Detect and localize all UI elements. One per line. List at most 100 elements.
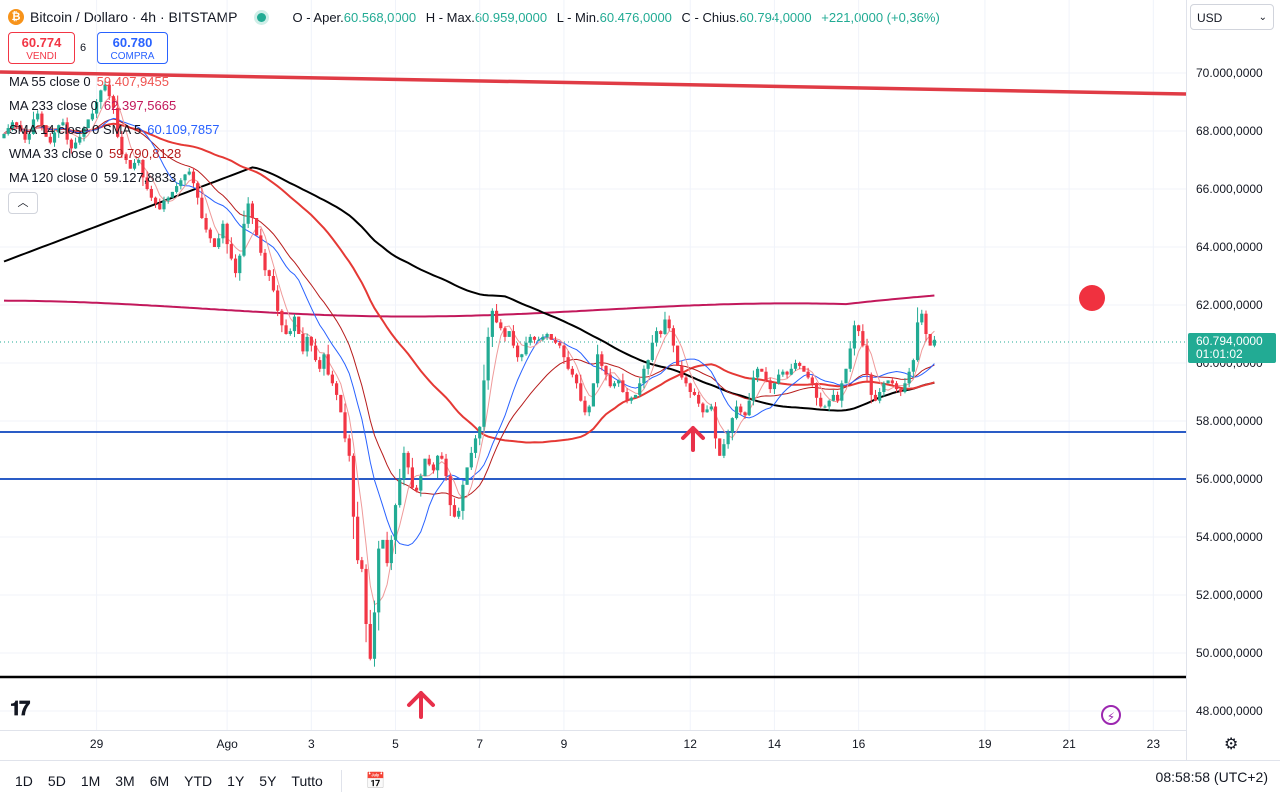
- candle-body: [372, 612, 377, 659]
- candle-body: [351, 455, 356, 517]
- candle-body: [271, 276, 276, 291]
- buy-label: COMPRA: [110, 51, 155, 62]
- close-value: 60.794,0000: [739, 9, 812, 25]
- x-tick-label: 9: [560, 737, 568, 751]
- candle-body: [116, 107, 120, 137]
- candle-body: [739, 406, 743, 413]
- candle-body: [86, 119, 90, 129]
- candle-body: [187, 171, 191, 175]
- candle-body: [44, 125, 48, 137]
- candle-body: [793, 363, 798, 369]
- candle-body: [82, 128, 86, 137]
- gear-icon[interactable]: ⚙: [1224, 736, 1239, 753]
- ma-233-line[interactable]: [3, 294, 935, 318]
- indicator-legend-item[interactable]: WMA 33 close 0 59.790,8128: [9, 146, 181, 161]
- wma-33-line[interactable]: [3, 118, 935, 499]
- indicator-legend-item[interactable]: MA 55 close 0 59.407,9455: [9, 74, 169, 89]
- sma-14-line[interactable]: [3, 117, 935, 547]
- candle-body: [343, 412, 347, 439]
- range-button-tutto[interactable]: Tutto: [291, 773, 323, 789]
- ma-120-line[interactable]: [3, 166, 935, 412]
- last-price-tag: 60.794,0000 01:01:02: [1188, 333, 1276, 363]
- candle-body: [751, 377, 755, 401]
- toolbar-divider: [340, 770, 342, 792]
- range-button-1d[interactable]: 1D: [15, 773, 33, 789]
- candle-body: [65, 122, 69, 140]
- lightning-icon[interactable]: ⚡: [1101, 705, 1121, 725]
- clock-time[interactable]: 08:58:58 (UTC+2): [1155, 769, 1268, 785]
- calendar-range-icon[interactable]: 📅: [365, 773, 386, 790]
- candle-body: [402, 452, 406, 479]
- range-button-6m[interactable]: 6M: [149, 773, 170, 789]
- collapse-legend-button[interactable]: ︿: [8, 192, 38, 214]
- candle-body: [798, 363, 802, 366]
- descending-trendline[interactable]: [0, 70, 1186, 96]
- candle-body: [457, 510, 461, 517]
- candle-body: [499, 322, 503, 329]
- tradingview-logo-icon[interactable]: 𝟏𝟕: [10, 698, 30, 720]
- last-price-value: 60.794,0000: [1196, 334, 1263, 348]
- candle-body: [217, 238, 221, 247]
- time-axis[interactable]: [0, 730, 1186, 759]
- range-button-3m[interactable]: 3M: [115, 773, 135, 789]
- candle-body: [663, 319, 667, 334]
- buy-button[interactable]: 60.780 COMPRA: [97, 32, 168, 64]
- price-chart[interactable]: [0, 0, 1186, 730]
- candle-body: [747, 400, 751, 416]
- range-button-5d[interactable]: 5D: [47, 773, 66, 789]
- candle-body: [431, 464, 436, 471]
- candle-body: [621, 380, 625, 392]
- up-arrow-aug12: [681, 426, 705, 452]
- indicator-name: MA 55 close 0: [9, 74, 91, 89]
- candle-body: [40, 113, 44, 126]
- candle-body: [461, 484, 465, 511]
- candle-body: [381, 539, 385, 549]
- candle-body: [524, 342, 528, 355]
- sell-button[interactable]: 60.774 VENDI: [8, 32, 75, 64]
- price-axis[interactable]: [1186, 0, 1280, 760]
- candle-body: [806, 371, 810, 378]
- candle-body: [385, 539, 389, 564]
- candle-body: [507, 331, 511, 337]
- candle-body: [814, 383, 819, 398]
- candle-body: [103, 84, 107, 91]
- candle-body: [482, 380, 486, 427]
- candle-body: [10, 122, 15, 129]
- range-button-ytd[interactable]: YTD: [184, 773, 213, 789]
- symbol-title[interactable]: Bitcoin / Dollaro · 4h · BITSTAMP: [30, 9, 238, 25]
- candle-body: [406, 452, 410, 468]
- candle-body: [6, 128, 10, 134]
- candle-body: [162, 200, 166, 210]
- candle-body: [553, 339, 558, 343]
- candle-body: [726, 432, 730, 445]
- candle-body: [831, 394, 835, 401]
- range-button-1y[interactable]: 1Y: [227, 773, 245, 789]
- candle-body: [137, 160, 141, 163]
- indicator-legend-item[interactable]: SMA 14 close 0 SMA 5 60.109,7857: [9, 122, 220, 137]
- candle-body: [781, 371, 785, 375]
- x-tick-label: Ago: [216, 737, 238, 751]
- candle-body: [785, 371, 789, 375]
- indicator-legend-item[interactable]: MA 120 close 0 59.127,8833: [9, 170, 176, 185]
- indicator-legend-item[interactable]: MA 233 close 0 62.397,5665: [9, 98, 176, 113]
- candle-body: [419, 476, 423, 491]
- candle-body: [326, 354, 330, 375]
- candle-body: [558, 342, 562, 346]
- candle-body: [259, 235, 263, 253]
- candle-body: [305, 336, 309, 352]
- candle-body: [659, 331, 663, 334]
- candle-body: [478, 426, 482, 439]
- candle-body: [469, 452, 473, 468]
- chart-header: ₿ Bitcoin / Dollaro · 4h · BITSTAMP O - …: [0, 0, 1186, 34]
- candle-body: [318, 360, 322, 369]
- currency-select[interactable]: USD ⌄: [1190, 4, 1274, 30]
- candle-body: [549, 334, 553, 340]
- high-label: H - Max.: [425, 9, 475, 25]
- x-tick-label: 23: [1146, 737, 1161, 751]
- candle-body: [688, 383, 692, 392]
- candle-body: [520, 354, 524, 358]
- range-button-1m[interactable]: 1M: [80, 773, 101, 789]
- range-button-5y[interactable]: 5Y: [259, 773, 277, 789]
- candle-body: [288, 331, 292, 334]
- candle-body: [692, 392, 697, 395]
